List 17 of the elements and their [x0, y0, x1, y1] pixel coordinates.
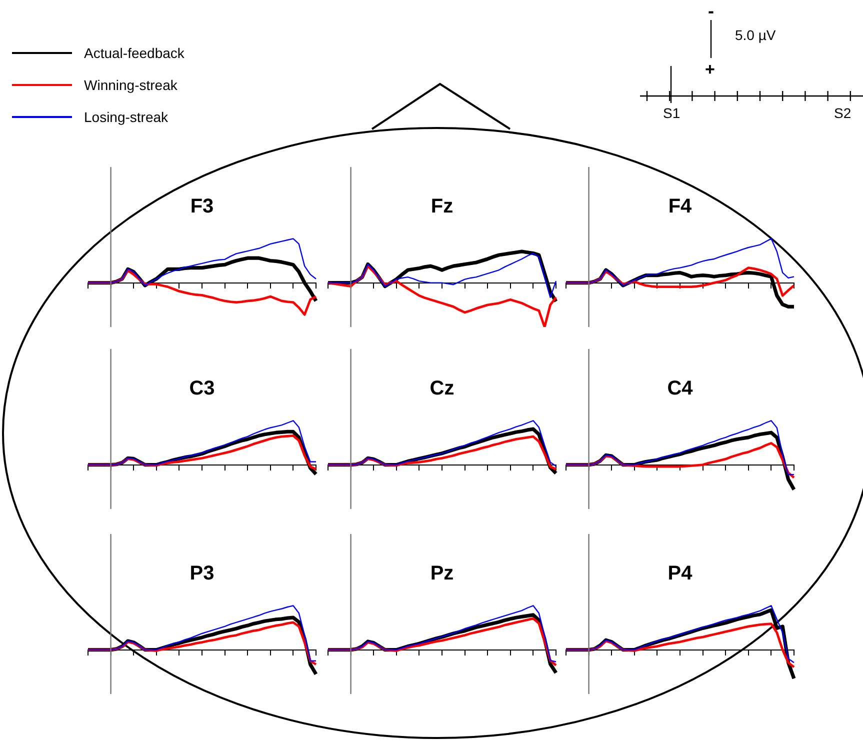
text: S1	[663, 105, 680, 121]
text: +	[705, 60, 715, 79]
chart-title: F3	[190, 196, 214, 218]
legend-label: Losing-streak	[84, 109, 168, 125]
text: S2	[834, 105, 852, 121]
legend-label: Actual-feedback	[84, 45, 184, 61]
chart-title: Cz	[430, 378, 454, 400]
chart-title: P4	[668, 562, 694, 585]
text: -	[708, 1, 714, 21]
text: 5.0 µV	[735, 27, 776, 43]
legend-label: Winning-streak	[84, 77, 178, 93]
chart-title: F4	[668, 196, 693, 218]
chart-title: C3	[189, 378, 215, 400]
chart-title: Fz	[430, 196, 454, 218]
chart-title: P3	[190, 562, 214, 585]
chart-title: Pz	[430, 562, 454, 585]
chart-title: C4	[667, 378, 694, 400]
